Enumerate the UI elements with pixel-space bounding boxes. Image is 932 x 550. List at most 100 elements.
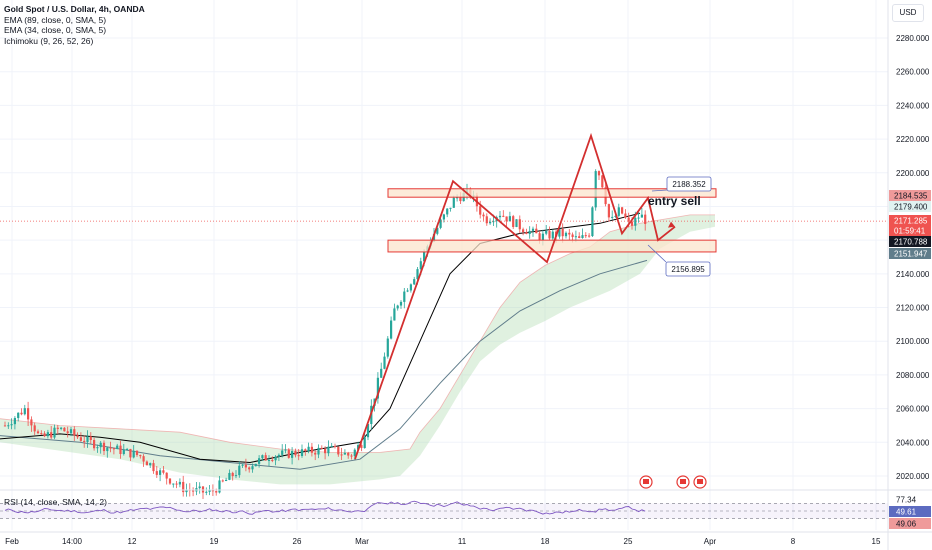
indicator-ema89[interactable]: EMA (89, close, 0, SMA, 5) <box>4 14 107 25</box>
candle-body <box>485 216 488 224</box>
price-badge <box>889 225 931 236</box>
candle-body <box>439 219 442 228</box>
candle-body <box>221 480 224 482</box>
candle-body <box>172 483 175 485</box>
candle-body <box>456 197 459 199</box>
upper-zone-label-box <box>666 176 712 192</box>
candle-body <box>126 448 129 450</box>
x-tick-label: 12 <box>128 537 137 546</box>
candle-body <box>304 449 307 451</box>
candle-body <box>314 452 317 455</box>
candle-body <box>208 490 211 492</box>
candle-body <box>231 472 234 477</box>
candle-body <box>452 197 455 208</box>
symbol-title[interactable]: Gold Spot / U.S. Dollar, 4h, OANDA <box>4 4 145 14</box>
candle-body <box>386 338 389 357</box>
candle-body <box>403 291 406 302</box>
x-tick-label: 11 <box>458 537 467 546</box>
rsi-badge-text: 77.34 <box>896 496 917 505</box>
candle-body <box>357 445 360 450</box>
price-badge-text: 2151.947 <box>894 250 928 259</box>
candle-body <box>267 460 271 462</box>
indicator-ichimoku[interactable]: Ichimoku (9, 26, 52, 26) <box>4 35 94 46</box>
candle-body <box>423 251 426 262</box>
candle-body <box>63 427 66 432</box>
candle-body <box>258 458 261 464</box>
event-flag-icon <box>676 475 690 489</box>
candle-body <box>284 449 287 451</box>
price-badge-text: 2184.535 <box>894 192 928 201</box>
candle-body <box>588 235 591 237</box>
event-flag-mark <box>680 479 686 484</box>
candle-body <box>363 437 366 449</box>
event-flag-icon <box>639 475 653 489</box>
candle-body <box>215 491 218 493</box>
candle-body <box>254 463 257 467</box>
candle-body <box>634 217 637 226</box>
candle-body <box>505 216 508 222</box>
candle-body <box>261 455 264 459</box>
candle-body <box>93 440 96 449</box>
pattern-line <box>354 132 676 460</box>
ichimoku-cloud <box>0 214 715 485</box>
candle-body <box>568 232 571 235</box>
candle-body <box>621 207 624 214</box>
candle-body <box>185 489 188 493</box>
candle-body <box>7 425 10 427</box>
candle-body <box>218 480 221 493</box>
candle-body <box>607 204 610 218</box>
currency-button[interactable]: USD <box>892 4 924 22</box>
candle-body <box>135 450 139 456</box>
candle-body <box>152 463 155 472</box>
candle-body <box>492 221 495 223</box>
candle-body <box>337 446 340 455</box>
candle-body <box>264 455 267 461</box>
candle-body <box>545 231 548 234</box>
candle-body <box>518 219 521 230</box>
candle-body <box>205 491 208 493</box>
x-tick-label: Apr <box>704 537 717 546</box>
rsi-legend[interactable]: RSI (14, close, SMA, 14, 2) <box>4 497 107 507</box>
y-tick-label: 2200.000 <box>896 169 930 178</box>
candle-body <box>343 452 346 455</box>
candle-body <box>564 232 568 237</box>
candle-body <box>531 228 535 231</box>
candle-body <box>56 427 59 429</box>
candle-body <box>320 447 323 449</box>
candle-body <box>515 219 518 227</box>
candle-body <box>340 454 343 456</box>
candle-body <box>390 320 393 339</box>
candle-body <box>614 215 617 217</box>
candle-body <box>99 442 102 448</box>
candle-body <box>60 427 63 429</box>
upper-zone-label-leader <box>651 189 668 192</box>
candle-body <box>360 445 363 449</box>
candle-body <box>271 460 274 462</box>
candle-body <box>640 214 643 218</box>
candle-body <box>406 290 409 292</box>
candle-body <box>436 227 439 234</box>
candle-body <box>17 412 20 419</box>
event-flag-icon <box>693 475 707 489</box>
price-badge-text: 2179.400 <box>894 203 928 212</box>
candle-body <box>637 217 640 219</box>
candle-body <box>482 214 485 217</box>
ema89-line <box>0 259 648 470</box>
resistance-zone <box>387 188 717 198</box>
indicator-ema34[interactable]: EMA (34, close, 0, SMA, 5) <box>4 25 107 35</box>
candle-body <box>277 454 280 457</box>
price-badge <box>889 215 931 226</box>
candle-body <box>244 464 247 468</box>
candle-body <box>132 450 135 458</box>
candle-body <box>228 472 231 480</box>
candle-body <box>50 432 53 438</box>
candle-body <box>574 236 577 238</box>
candle-body <box>561 228 564 237</box>
rsi-badge <box>889 506 931 517</box>
candle-body <box>129 448 132 458</box>
candle-body <box>380 368 383 378</box>
candle-body <box>442 214 445 220</box>
candle-body <box>119 445 122 455</box>
